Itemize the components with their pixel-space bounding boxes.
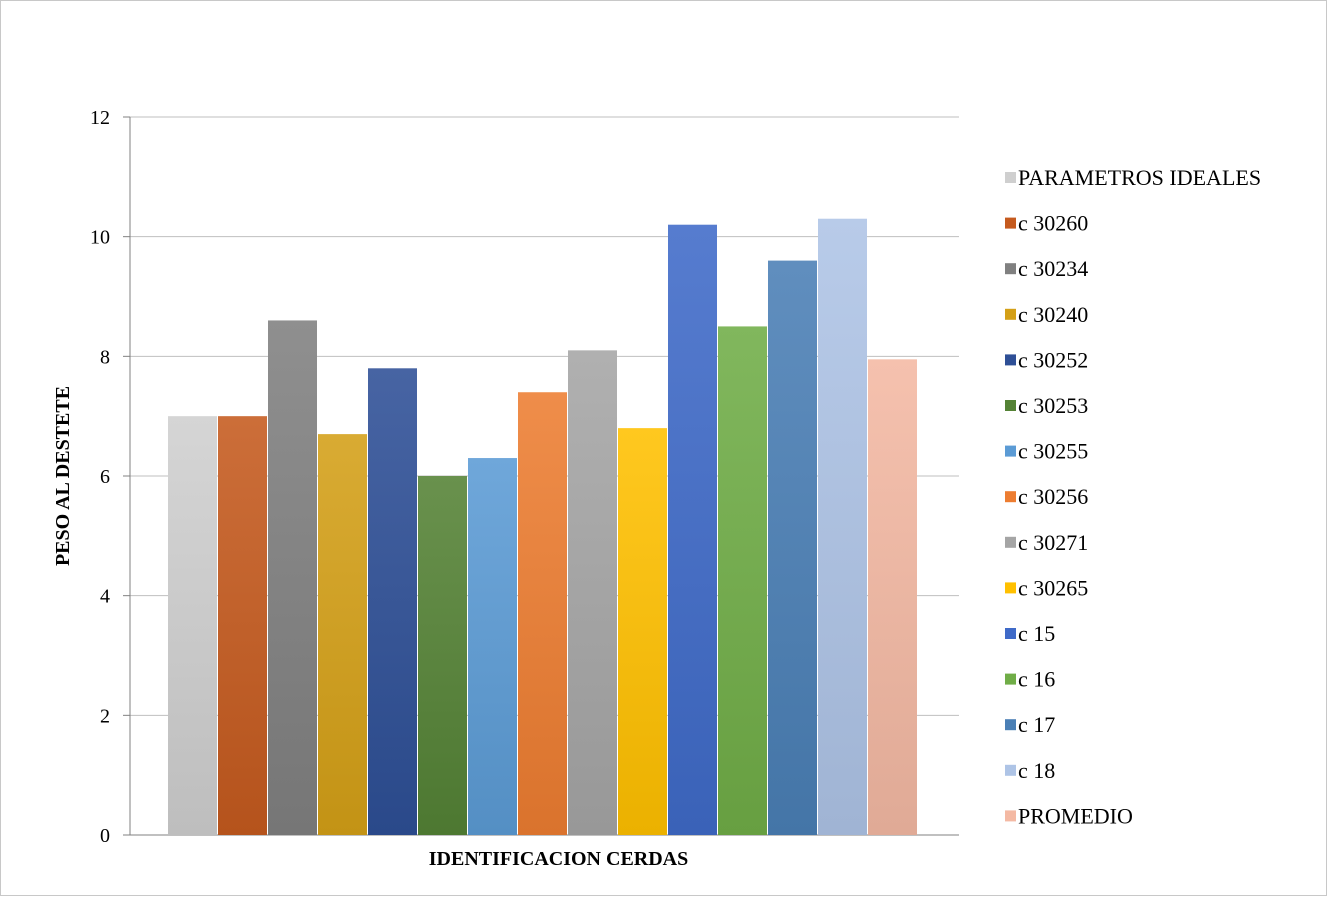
legend-label: c 15 — [1018, 621, 1055, 646]
bars — [168, 218, 917, 836]
legend-label: c 30252 — [1018, 347, 1088, 372]
bar-0 — [168, 416, 217, 835]
legend-entry: c 30256 — [1005, 484, 1088, 509]
legend-swatch — [1005, 263, 1016, 275]
legend-entry: PROMEDIO — [1005, 803, 1133, 828]
bar-5 — [418, 476, 467, 835]
bar-8 — [568, 350, 617, 835]
legend-entry: c 16 — [1005, 667, 1055, 692]
legend-label: c 30240 — [1018, 302, 1088, 327]
bar-3 — [318, 434, 367, 835]
y-tick-label: 12 — [90, 107, 110, 129]
legend-label: c 30265 — [1018, 575, 1088, 600]
bar-13 — [818, 218, 867, 835]
legend-label: c 30260 — [1018, 211, 1088, 236]
legend-label: c 30255 — [1018, 439, 1088, 464]
legend-swatch — [1005, 400, 1016, 411]
legend-entry: c 30234 — [1005, 256, 1088, 281]
legend-swatch — [1005, 719, 1016, 731]
legend-label: c 16 — [1018, 667, 1055, 692]
bar-9 — [618, 428, 667, 835]
legend-swatch — [1005, 172, 1016, 183]
y-tick-label: 6 — [100, 466, 110, 488]
legend-label: c 30256 — [1018, 484, 1088, 509]
bar-7 — [518, 392, 567, 835]
legend-label: c 18 — [1018, 758, 1055, 783]
bar-4 — [368, 368, 417, 835]
legend-entry: c 17 — [1005, 712, 1055, 737]
legend-entry: c 30252 — [1005, 347, 1088, 372]
bar-12 — [768, 260, 817, 836]
legend-entry: PARAMETROS IDEALES — [1005, 165, 1261, 190]
bar-2 — [268, 320, 317, 835]
bar-10 — [668, 224, 717, 835]
legend-label: c 17 — [1018, 712, 1055, 737]
legend-swatch — [1005, 628, 1016, 639]
y-tick-label: 0 — [100, 825, 110, 847]
y-tick-label: 10 — [90, 227, 110, 249]
legend-swatch — [1005, 354, 1016, 366]
legend-swatch — [1005, 445, 1016, 457]
legend-entry: c 30260 — [1005, 211, 1088, 236]
legend-swatch — [1005, 810, 1016, 822]
legend-swatch — [1005, 764, 1016, 776]
legend-swatch — [1005, 536, 1016, 548]
legend-swatch — [1005, 582, 1016, 594]
x-axis-title: IDENTIFICACION CERDAS — [429, 848, 688, 870]
y-tick-labels: 0 2 4 6 8 10 12 — [90, 107, 110, 847]
legend: PARAMETROS IDEALES c 30260 c 30234 c 30240… — [1005, 165, 1261, 828]
legend-entry: c 30271 — [1005, 530, 1088, 555]
legend-entry: c 15 — [1005, 621, 1055, 646]
legend-swatch — [1005, 308, 1016, 320]
legend-entry: c 30265 — [1005, 575, 1088, 600]
legend-label: PARAMETROS IDEALES — [1018, 165, 1261, 190]
bar-6 — [468, 458, 517, 835]
legend-entry: c 30240 — [1005, 302, 1088, 327]
legend-swatch — [1005, 673, 1016, 685]
y-tick-label: 2 — [100, 705, 110, 727]
legend-label: c 30234 — [1018, 256, 1088, 281]
legend-swatch — [1005, 217, 1016, 229]
legend-entry: c 30255 — [1005, 439, 1088, 464]
legend-swatch — [1005, 491, 1016, 503]
legend-label: c 30253 — [1018, 393, 1088, 418]
y-tick-label: 8 — [100, 346, 110, 368]
legend-label: PROMEDIO — [1018, 803, 1133, 828]
legend-entry: c 18 — [1005, 758, 1055, 783]
legend-label: c 30271 — [1018, 530, 1088, 555]
legend-entry: c 30253 — [1005, 393, 1088, 418]
y-tick-label: 4 — [100, 586, 110, 608]
bar-14 — [868, 359, 917, 835]
bar-1 — [218, 416, 267, 835]
bar-11 — [718, 326, 767, 835]
y-axis-title: PESO AL DESTETE — [52, 386, 74, 566]
